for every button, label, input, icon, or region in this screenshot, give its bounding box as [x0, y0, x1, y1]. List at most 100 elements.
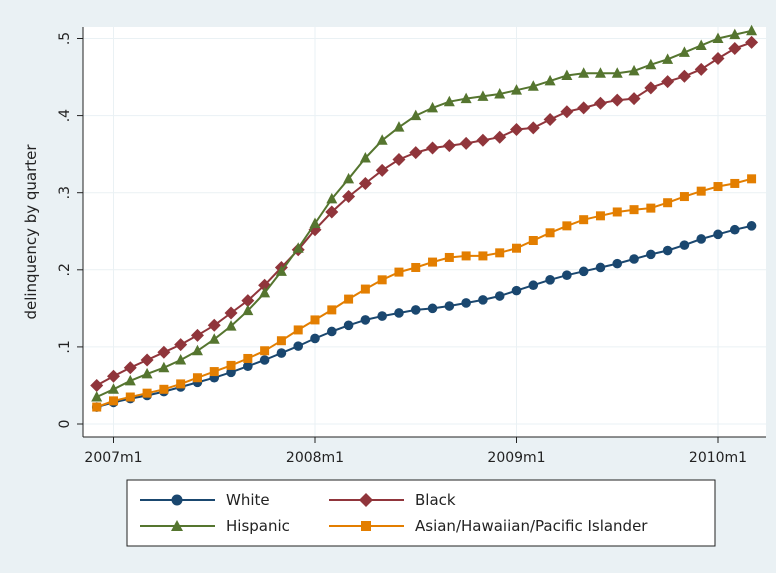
data-point-black [190, 328, 204, 342]
data-point-white [612, 258, 623, 269]
series-layer [90, 24, 759, 412]
data-point-white [461, 298, 471, 308]
data-point-white [679, 240, 690, 250]
data-point-white [326, 326, 337, 337]
data-point-asian [444, 252, 454, 262]
data-point-black [593, 96, 607, 110]
data-point-asian [176, 379, 186, 389]
data-point-black [107, 369, 120, 383]
data-point-black [207, 318, 221, 332]
data-point-white [629, 254, 639, 264]
data-point-asian [679, 192, 689, 202]
data-point-asian [327, 305, 337, 315]
data-point-asian [243, 353, 253, 363]
data-point-hispanic [594, 67, 606, 78]
data-point-hispanic [108, 383, 119, 394]
data-point-black [375, 163, 389, 177]
data-point-white [444, 301, 455, 311]
data-point-hispanic [628, 64, 640, 76]
data-point-asian [394, 267, 404, 277]
data-point-hispanic [275, 265, 287, 276]
data-point-black [241, 294, 255, 308]
data-point-black [157, 345, 171, 359]
data-point-hispanic [427, 101, 439, 113]
data-point-black [325, 205, 339, 219]
data-point-asian [310, 315, 320, 325]
data-point-hispanic [561, 69, 573, 81]
data-point-asian [92, 402, 102, 412]
data-point-asian [562, 221, 572, 231]
data-point-asian [377, 275, 387, 285]
data-point-hispanic [393, 121, 405, 132]
y-tick-label: .3 [57, 186, 73, 199]
data-point-white [729, 224, 740, 235]
legend-marker-black [359, 493, 373, 507]
y-tick-label: .4 [57, 109, 73, 122]
data-point-black [174, 338, 188, 352]
series-hispanic [91, 24, 758, 402]
data-point-asian [411, 262, 421, 272]
data-point-asian [142, 388, 152, 398]
data-point-asian [125, 392, 135, 402]
y-axis-title: delinquency by quarter [22, 144, 40, 320]
data-point-white [562, 270, 572, 280]
data-point-black [661, 75, 675, 89]
data-point-black [459, 136, 473, 150]
data-point-black [677, 69, 691, 83]
legend-box [126, 479, 716, 547]
data-point-hispanic [141, 367, 153, 379]
legend-label-black: Black [415, 491, 456, 509]
y-tick-label: .2 [57, 263, 73, 276]
data-point-hispanic [494, 88, 506, 99]
data-point-black [392, 153, 406, 167]
x-tick-label: 2008m1 [286, 450, 344, 466]
data-point-hispanic [410, 109, 422, 121]
data-point-hispanic [309, 217, 321, 229]
data-point-black [627, 92, 641, 106]
data-point-asian [344, 294, 354, 304]
data-point-asian [109, 396, 118, 406]
legend-marker-white [171, 494, 183, 506]
data-point-hispanic [460, 92, 472, 104]
data-point-black [442, 139, 456, 153]
data-point-white [343, 320, 354, 331]
data-point-white [427, 303, 438, 314]
data-point-asian [276, 336, 286, 346]
data-point-hispanic [359, 152, 371, 163]
data-point-white [494, 291, 505, 301]
data-point-hispanic [158, 361, 170, 373]
data-point-black [476, 133, 490, 147]
data-point-white [226, 367, 236, 378]
data-point-white [259, 355, 270, 365]
data-point-asian [629, 205, 639, 215]
data-point-white [293, 341, 304, 351]
data-point-black [560, 105, 574, 119]
y-tick-label: 0 [57, 420, 73, 429]
legend: White Black Hispanic Asian/Hawaiian/Paci… [126, 479, 716, 547]
data-point-asian [495, 248, 505, 258]
axis-layer: 0 .1 .2 .3 .4 .5 2007m1 2008m1 2009m1 2010m1 [57, 27, 766, 466]
data-point-hispanic [527, 80, 539, 91]
legend-marker-hispanic [171, 520, 183, 531]
data-point-white [394, 308, 404, 318]
data-point-asian [209, 367, 219, 377]
data-point-asian [192, 373, 202, 383]
data-point-asian [646, 203, 656, 213]
data-point-asian [579, 215, 589, 225]
legend-label-asian: Asian/Hawaiian/Pacific Islander [415, 517, 648, 535]
data-point-hispanic [225, 320, 237, 331]
data-point-asian [747, 174, 757, 184]
data-point-white [310, 333, 320, 344]
data-point-black [711, 52, 725, 66]
data-point-white [360, 315, 371, 325]
data-point-asian [730, 178, 740, 188]
data-point-asian [545, 228, 555, 238]
data-point-black [728, 42, 742, 56]
data-point-asian [293, 325, 303, 335]
data-point-hispanic [259, 286, 271, 298]
plot-area [83, 27, 766, 437]
data-point-hispanic [477, 90, 489, 101]
data-point-hispanic [175, 354, 187, 365]
data-point-black [90, 378, 104, 392]
